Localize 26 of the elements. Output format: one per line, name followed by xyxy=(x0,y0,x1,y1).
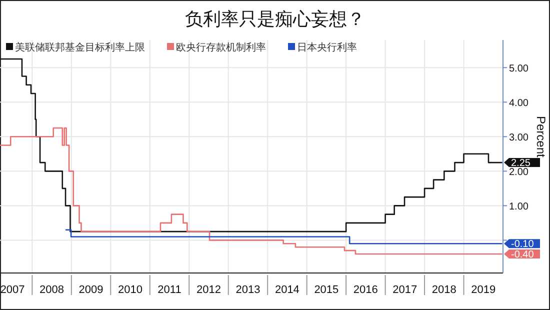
x-tick-label: 2007 xyxy=(0,284,25,296)
x-tick-label: 2015 xyxy=(314,284,339,296)
y-tick-label: 5.00 xyxy=(509,64,529,75)
legend-label: 欧央行存款机制利率 xyxy=(176,42,266,54)
x-tick-label: 2009 xyxy=(78,284,104,296)
x-tick-label: 2018 xyxy=(432,284,456,296)
y-tick-label: 2.00 xyxy=(509,167,529,178)
y-tick-label: 3.00 xyxy=(509,132,529,144)
legend-label: 美联储联邦基金目标利率上限 xyxy=(15,42,145,54)
x-tick-label: 2011 xyxy=(158,284,182,296)
data-label: 2.25 xyxy=(511,158,531,170)
y-tick-label: 4.00 xyxy=(509,98,529,110)
x-tick-label: 2016 xyxy=(353,284,378,296)
x-tick-label: 2013 xyxy=(236,284,260,296)
data-label: -0.10 xyxy=(511,239,534,250)
y-axis-title: Percent xyxy=(534,116,548,158)
x-tick-label: 2017 xyxy=(392,284,418,296)
x-tick-label: 2010 xyxy=(118,284,143,296)
legend-label: 日本央行利率 xyxy=(297,42,357,54)
y-tick-label: 1.00 xyxy=(509,202,529,213)
x-tick-label: 2014 xyxy=(274,284,300,296)
chart-title: 负利率只是痴心妄想？ xyxy=(185,9,365,29)
data-label: -0.40 xyxy=(511,250,534,261)
x-tick-label: 2012 xyxy=(196,284,221,296)
x-tick-label: 2019 xyxy=(471,284,496,296)
x-tick-label: 2008 xyxy=(40,284,64,296)
